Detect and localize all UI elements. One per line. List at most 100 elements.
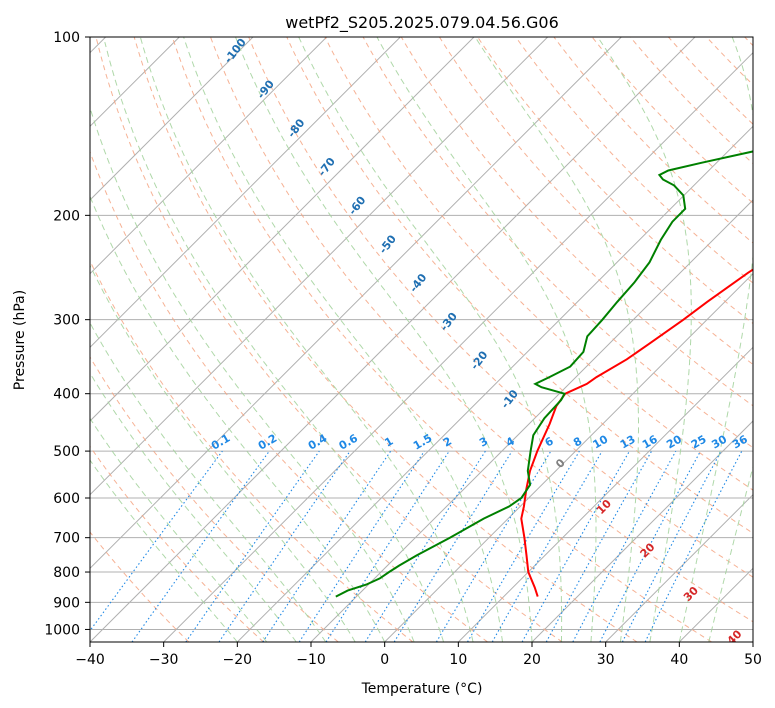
mixing-ratio-label: 20 bbox=[664, 432, 684, 451]
mixing-ratio-label: 0.4 bbox=[306, 431, 330, 452]
moist-adiabat-line bbox=[104, 41, 445, 642]
moist-adiabat-line bbox=[474, 37, 639, 642]
dry-adiabat-label: -60 bbox=[346, 194, 369, 218]
y-tick-label: 800 bbox=[53, 565, 80, 581]
dry-adiabat-line bbox=[133, 37, 638, 642]
dry-adiabat-line bbox=[90, 531, 190, 642]
isotherm-line bbox=[90, 37, 696, 642]
y-tick-label: 600 bbox=[53, 491, 80, 507]
dry-adiabat-line bbox=[90, 150, 488, 642]
moist-adiabat-label: 40 bbox=[725, 627, 745, 647]
mixing-ratio-line bbox=[644, 450, 743, 642]
dry-adiabat-line bbox=[90, 356, 339, 642]
mixing-ratio-label: 25 bbox=[689, 433, 709, 452]
dry-adiabat-label: -100 bbox=[222, 36, 249, 66]
y-tick-label: 200 bbox=[53, 208, 80, 224]
mixing-ratio-label: 1.5 bbox=[411, 432, 434, 453]
mixing-ratio-line bbox=[131, 450, 270, 642]
moist-adiabat-line bbox=[183, 37, 503, 642]
moist-adiabat-label: 30 bbox=[681, 584, 701, 604]
moist-adiabat-label: 0 bbox=[553, 456, 568, 471]
moist-adiabat-line bbox=[235, 37, 533, 642]
dry-adiabat-label: -10 bbox=[499, 387, 522, 411]
y-tick-label: 700 bbox=[53, 531, 80, 547]
dry-adiabat-line bbox=[591, 37, 753, 204]
moist-adiabat-line bbox=[139, 37, 474, 642]
mixing-ratio-label: 1 bbox=[382, 435, 395, 450]
dry-adiabat-label: -90 bbox=[255, 77, 278, 101]
mixing-ratio-label: 8 bbox=[571, 435, 584, 450]
moist-adiabat-line bbox=[90, 321, 327, 642]
mixing-ratio-line bbox=[262, 450, 392, 642]
plot-clipped-group: 0.1 0.2 0.4 0.6 1 1.5 2 3 4 6 8 10 13 16 20 25 30 36-100-… bbox=[90, 36, 753, 647]
y-axis-label: Pressure (hPa) bbox=[12, 290, 28, 390]
mixing-ratio-line bbox=[325, 450, 450, 642]
moist-adiabat-line bbox=[90, 417, 268, 642]
isotherm-line bbox=[90, 37, 549, 496]
mixing-ratio-line bbox=[393, 450, 513, 642]
isotherm-line bbox=[605, 493, 753, 642]
isotherm-line bbox=[678, 567, 753, 642]
moist-adiabat-line bbox=[708, 465, 753, 642]
chart-title: wetPf2_S205.2025.079.04.56.G06 bbox=[285, 13, 559, 33]
dry-adiabat-line bbox=[706, 37, 753, 86]
moist-adiabat-line bbox=[90, 459, 238, 642]
mixing-ratio-line bbox=[218, 450, 351, 642]
mixing-ratio-line bbox=[467, 450, 580, 642]
dry-adiabat-line bbox=[90, 259, 414, 642]
isotherm-line bbox=[457, 346, 753, 642]
isotherm-line bbox=[90, 37, 475, 422]
plot-frame bbox=[89, 36, 754, 643]
dry-adiabat-line bbox=[286, 37, 753, 534]
moist-adiabat-label: 10 bbox=[594, 497, 614, 517]
dry-adiabat-line bbox=[90, 445, 264, 642]
isotherm-line bbox=[310, 199, 753, 642]
moist-adiabat-line bbox=[90, 372, 297, 642]
x-tick-label: 10 bbox=[449, 652, 467, 668]
y-tick-label: 300 bbox=[53, 313, 80, 329]
x-tick-label: 30 bbox=[597, 652, 615, 668]
isotherm-line bbox=[90, 37, 622, 570]
dry-adiabat-line bbox=[171, 37, 712, 642]
mixing-ratio-label: 0.1 bbox=[209, 432, 232, 453]
mixing-ratio-line bbox=[364, 450, 486, 642]
x-tick-label: 0 bbox=[380, 652, 389, 668]
x-tick-label: −30 bbox=[149, 652, 179, 668]
dry-adiabat-label: -30 bbox=[438, 310, 461, 334]
mixing-ratio-line bbox=[298, 450, 425, 642]
y-tick-label: 400 bbox=[53, 387, 80, 403]
x-axis-label: Temperature (°C) bbox=[361, 681, 483, 697]
moist-adiabat-line bbox=[678, 37, 753, 642]
dry-adiabat-line bbox=[400, 37, 753, 407]
dewpoint-profile bbox=[335, 150, 753, 598]
mixing-ratio-label: 36 bbox=[730, 432, 750, 451]
moist-adiabat-line bbox=[90, 106, 415, 642]
isotherm-line bbox=[163, 51, 753, 642]
moist-adiabat-line bbox=[597, 37, 692, 642]
isotherm-line bbox=[236, 125, 753, 642]
dry-adiabat-line bbox=[95, 37, 563, 642]
mixing-ratio-label: 30 bbox=[709, 432, 729, 451]
x-tick-label: −40 bbox=[75, 652, 105, 668]
dry-adiabat-line bbox=[744, 37, 753, 47]
isotherm-line bbox=[90, 37, 254, 201]
mixing-ratio-line bbox=[90, 450, 223, 632]
dry-adiabat-line bbox=[438, 37, 753, 366]
x-tick-label: 20 bbox=[523, 652, 541, 668]
dry-adiabat-line bbox=[248, 37, 753, 578]
dry-adiabat-line bbox=[515, 37, 753, 284]
isotherm-line bbox=[531, 420, 753, 642]
dry-adiabat-line bbox=[210, 37, 753, 623]
x-tick-label: −20 bbox=[223, 652, 253, 668]
dry-adiabat-label: -40 bbox=[407, 271, 430, 295]
dry-adiabat-label: -20 bbox=[468, 348, 491, 372]
mixing-ratio-line bbox=[185, 450, 320, 642]
dry-adiabat-label: -70 bbox=[316, 155, 339, 179]
y-tick-label: 100 bbox=[53, 30, 80, 46]
mixing-ratio-label: 3 bbox=[477, 435, 490, 450]
moist-adiabat-line bbox=[90, 264, 356, 642]
mixing-ratio-line bbox=[521, 450, 630, 642]
y-tick-label: 500 bbox=[53, 444, 80, 460]
plot-area: 0.1 0.2 0.4 0.6 1 1.5 2 3 4 6 8 10 13 16 20 25 30 36-100-… bbox=[44, 30, 762, 668]
temperature-profile bbox=[520, 268, 753, 597]
